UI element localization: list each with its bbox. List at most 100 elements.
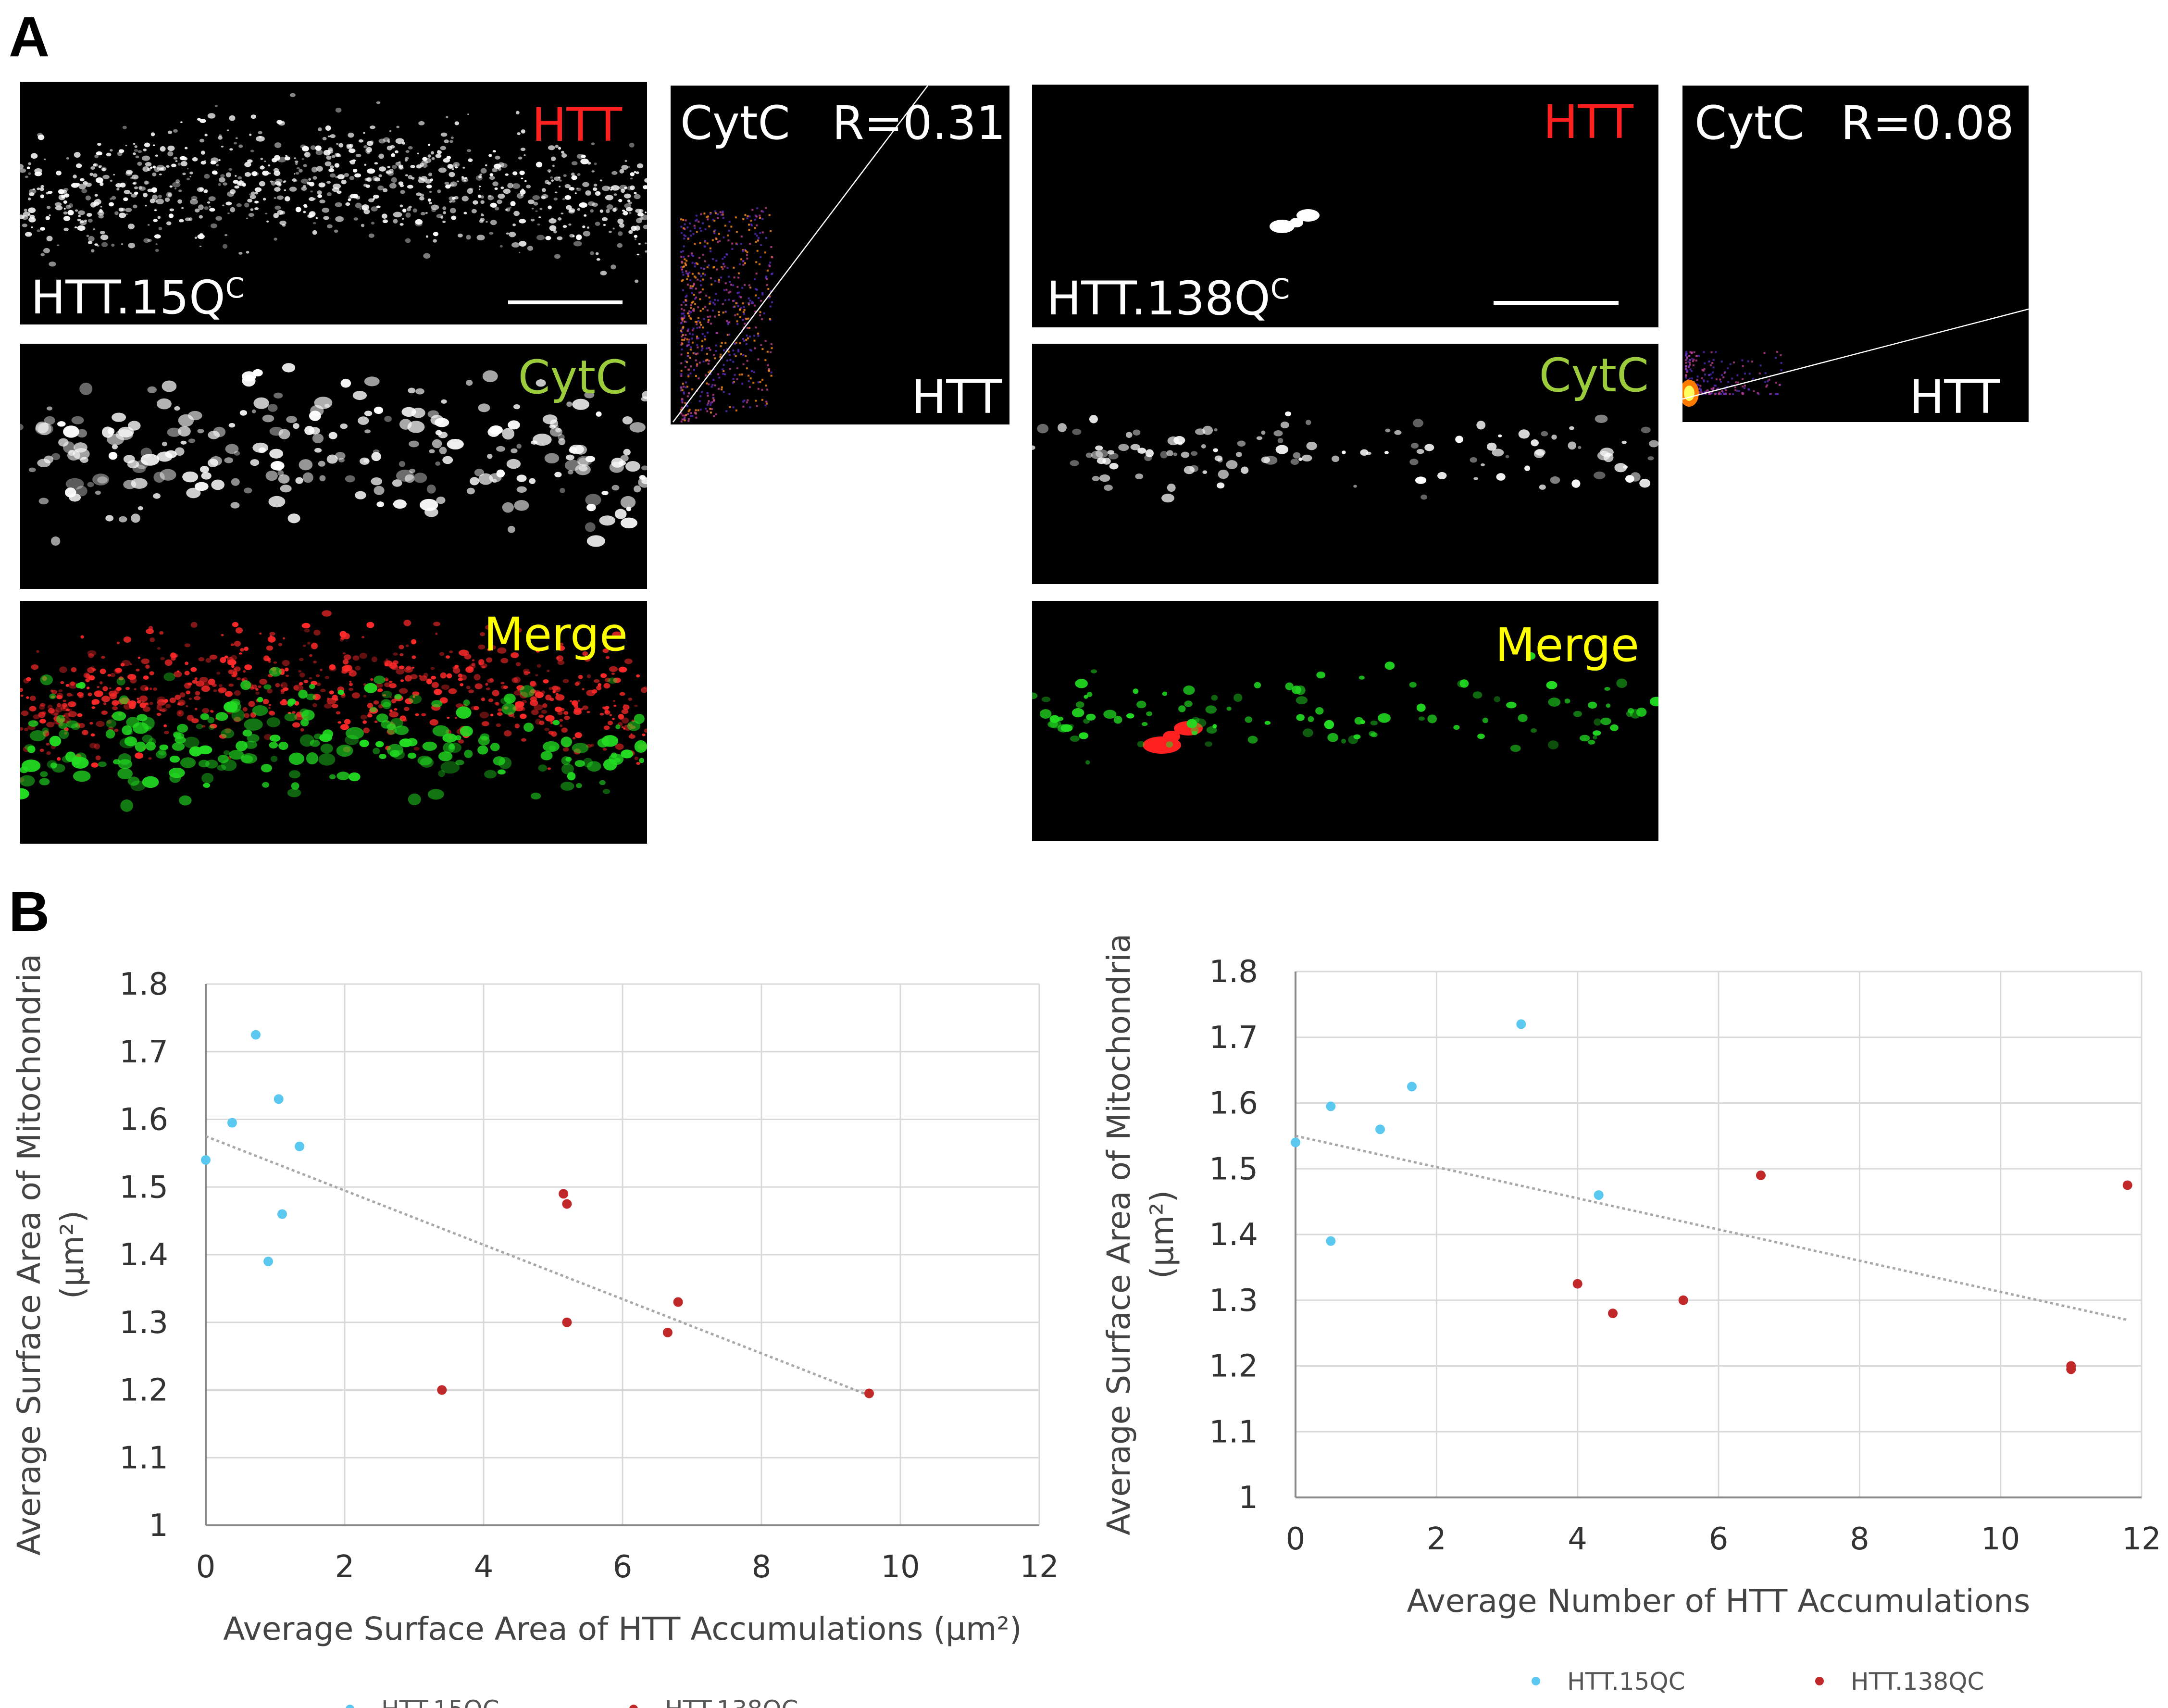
- micro-particle: [615, 724, 621, 729]
- micro-particle: [442, 733, 457, 743]
- coloc-pixel: [717, 217, 719, 219]
- micro-particle: [350, 194, 356, 199]
- micro-particle: [578, 674, 583, 679]
- micro-particle: [109, 687, 112, 689]
- micro-particle: [364, 429, 371, 434]
- micro-particle: [90, 202, 97, 208]
- coloc-pixel: [728, 393, 731, 395]
- micro-particle: [150, 637, 155, 643]
- coloc-pixel: [685, 402, 688, 404]
- micro-particle: [383, 660, 390, 665]
- micro-particle: [352, 655, 360, 661]
- micro-particle: [408, 387, 416, 394]
- micro-particle: [141, 658, 150, 664]
- micro-particle: [250, 459, 260, 466]
- micro-particle: [419, 675, 428, 681]
- micro-particle: [22, 759, 41, 772]
- coloc-pixel: [717, 299, 719, 301]
- coloc-pixel: [1712, 359, 1715, 361]
- coloc-pixel: [748, 374, 750, 377]
- micro-particle: [292, 711, 296, 714]
- coloc-pixel: [685, 386, 687, 388]
- coloc-pixel: [747, 215, 749, 217]
- micro-particle: [267, 636, 276, 643]
- micro-particle: [523, 723, 534, 732]
- micro-particle: [552, 690, 556, 694]
- micro-particle: [203, 190, 207, 193]
- micro-particle: [306, 752, 319, 765]
- micro-particle: [144, 725, 152, 731]
- micro-particle: [326, 224, 333, 228]
- micrograph-cytc-138q: CytC: [1032, 344, 1658, 584]
- micro-particle: [42, 727, 49, 734]
- micro-particle: [456, 180, 460, 183]
- micro-particle: [88, 653, 94, 658]
- coloc-pixel: [715, 293, 717, 295]
- micro-particle: [180, 121, 183, 123]
- micro-particle: [1360, 449, 1369, 456]
- coloc-pixel: [735, 302, 737, 304]
- micro-particle: [556, 655, 563, 661]
- micro-particle: [219, 734, 227, 739]
- micro-particle: [1090, 669, 1097, 673]
- point-htt-15qc: [1375, 1124, 1385, 1135]
- micro-particle: [442, 456, 453, 464]
- micro-particle: [1091, 450, 1103, 460]
- coloc-pixel: [710, 411, 712, 414]
- micro-particle: [259, 678, 267, 685]
- micro-particle: [519, 219, 526, 224]
- micro-particle: [247, 159, 253, 163]
- micro-particle: [537, 223, 540, 226]
- coloc-pixel: [716, 332, 718, 335]
- point-htt-138qc: [1756, 1170, 1766, 1180]
- micro-particle: [318, 753, 336, 766]
- micro-particle: [571, 161, 578, 165]
- micro-particle: [621, 749, 634, 759]
- point-htt-138qc: [559, 1189, 569, 1199]
- coloc-pixel: [698, 257, 701, 259]
- coloc-pixel: [749, 349, 751, 351]
- coloc-pixel: [745, 355, 747, 357]
- coloc-pixel: [1713, 385, 1716, 387]
- micro-particle: [407, 421, 425, 433]
- micro-particle: [1072, 708, 1084, 718]
- coloc-pixel: [682, 414, 684, 417]
- micro-particle: [1079, 732, 1089, 739]
- micro-particle: [164, 659, 173, 666]
- coloc-pixel: [684, 258, 686, 261]
- pearson-r-label: R=0.08: [1841, 96, 2014, 150]
- micro-particle: [66, 720, 78, 728]
- coloc-pixel: [753, 304, 756, 307]
- micro-particle: [76, 183, 80, 187]
- coloc-pixel: [726, 267, 729, 269]
- coloc-pixel: [691, 329, 694, 332]
- coloc-pixel: [740, 235, 743, 237]
- micro-particle: [249, 194, 256, 199]
- micro-particle: [493, 756, 505, 766]
- merge-channel-label: Merge: [1495, 618, 1639, 672]
- coloc-pixel: [757, 332, 760, 335]
- micro-particle: [46, 236, 53, 241]
- coloc-pixel: [722, 258, 724, 260]
- micro-particle: [153, 472, 165, 483]
- micro-particle: [313, 629, 321, 636]
- coloc-pixel: [1742, 385, 1744, 387]
- micrograph-htt-15q: HTT HTT.15QC: [20, 82, 647, 324]
- y-tick-label: 1: [149, 1508, 168, 1544]
- micro-particle: [164, 197, 170, 202]
- micro-particle: [389, 169, 394, 174]
- micro-particle: [613, 704, 617, 707]
- micro-particle: [408, 793, 421, 806]
- micro-particle: [100, 182, 104, 186]
- micro-particle: [1411, 443, 1419, 449]
- micro-particle: [273, 213, 279, 218]
- micro-particle: [479, 174, 483, 176]
- coloc-pixel: [731, 242, 734, 245]
- coloc-pixel: [1712, 366, 1715, 369]
- micro-particle: [498, 193, 505, 199]
- coloc-pixel: [701, 340, 704, 342]
- coloc-pixel: [712, 301, 715, 304]
- micro-particle: [351, 692, 360, 699]
- micro-particle: [521, 738, 526, 742]
- micro-particle: [519, 241, 527, 247]
